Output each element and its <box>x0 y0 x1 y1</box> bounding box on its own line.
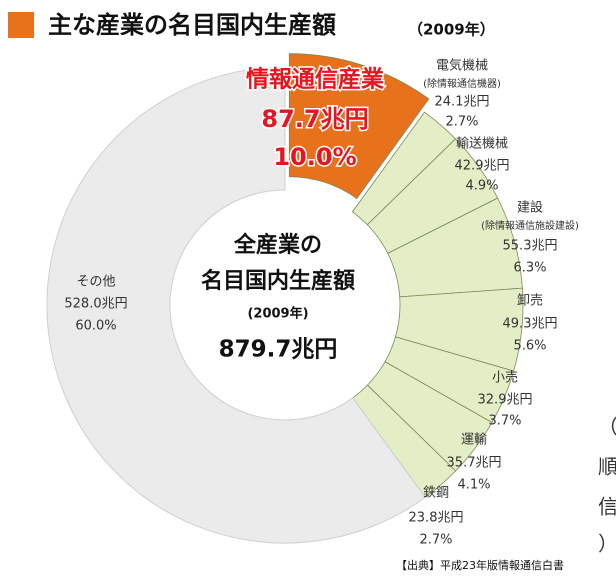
percent-label: 3.7% <box>488 414 521 429</box>
center-text: 879.7兆円 <box>219 337 338 363</box>
percent-label: 4.9% <box>465 179 498 194</box>
percent-label: 60.0% <box>75 319 116 334</box>
value-label: 49.3兆円 <box>503 317 558 332</box>
percent-label: 6.3% <box>513 261 546 276</box>
percent-label: 4.1% <box>457 478 490 493</box>
chart-title: 主な産業の名目国内生産額 <box>48 11 336 39</box>
category-label: 電気機械 <box>436 58 488 74</box>
center-text: 全産業の <box>233 232 322 258</box>
edge-text: 信 <box>598 495 616 519</box>
category-label: 運輸 <box>461 433 487 448</box>
value-label: 35.7兆円 <box>447 456 502 471</box>
value-label: 528.0兆円 <box>64 297 127 312</box>
value-label: 32.9兆円 <box>478 393 533 408</box>
value-label: 87.7兆円 <box>261 105 368 133</box>
value-label: 24.1兆円 <box>435 95 490 110</box>
title-marker <box>8 12 34 38</box>
category-label: 建設 <box>517 200 543 216</box>
value-label: 23.8兆円 <box>409 511 464 526</box>
category-label: その他 <box>76 275 115 290</box>
edge-text: ） <box>598 532 616 556</box>
percent-label: 2.7% <box>445 115 478 130</box>
edge-text: （ <box>598 415 616 439</box>
category-label: 小売 <box>492 370 518 386</box>
percent-label: 5.6% <box>513 339 546 354</box>
pie-slice <box>46 66 426 544</box>
percent-label: 10.0% <box>273 143 356 171</box>
category-label: 輸送機械 <box>456 137 508 152</box>
source: 【出典】平成23年版情報通信白書 <box>396 558 564 572</box>
value-label: 42.9兆円 <box>455 159 510 174</box>
category-note: (除情報通信施設建設) <box>481 219 579 232</box>
center-text: (2009年) <box>247 306 308 322</box>
category-label: 情報通信産業 <box>246 66 385 93</box>
pie-slice <box>288 53 430 200</box>
value-label: 55.3兆円 <box>503 239 558 254</box>
chart-subtitle: （2009年） <box>408 21 495 39</box>
category-label: 卸売 <box>517 293 543 309</box>
category-label: 鉄鋼 <box>423 486 449 501</box>
center-text: 名目国内生産額 <box>201 268 355 294</box>
category-note: (除情報通信機器) <box>423 77 501 90</box>
percent-label: 2.7% <box>419 533 452 548</box>
edge-text: 順 <box>598 455 616 479</box>
